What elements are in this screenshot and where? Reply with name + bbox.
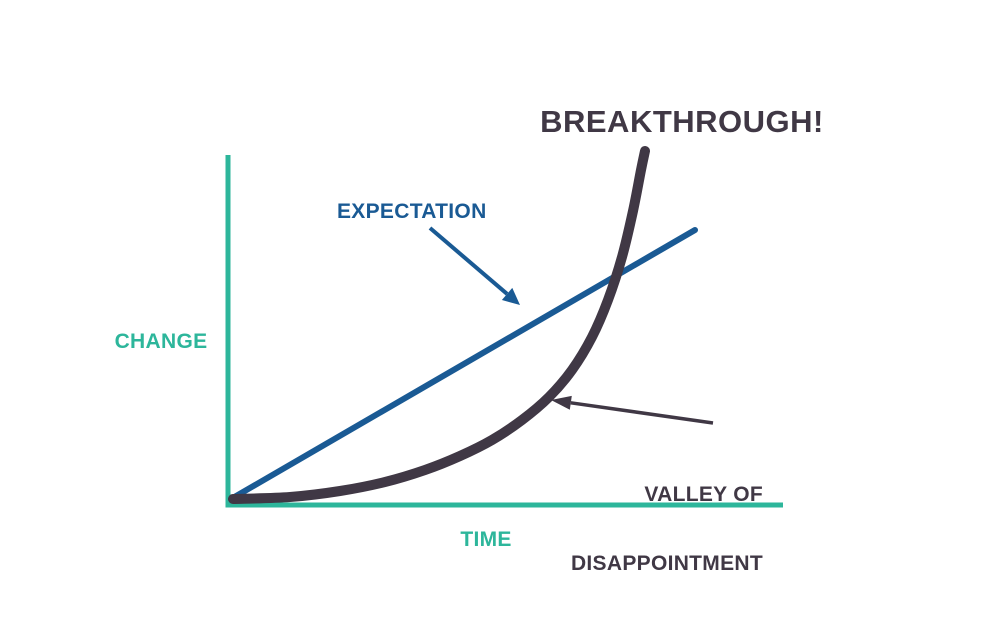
valley-arrow-shaft	[570, 401, 714, 425]
expectation-arrow-head	[501, 287, 520, 305]
y-axis-label: CHANGE	[114, 330, 208, 353]
breakthrough-annotation: BREAKTHROUGH!	[540, 104, 824, 139]
valley-annotation-line1: VALLEY OF	[644, 483, 763, 506]
expectation-arrow-shaft	[428, 226, 509, 296]
valley-arrow-head	[551, 395, 572, 410]
x-axis-label: TIME	[460, 528, 512, 551]
reality-curve	[228, 146, 650, 504]
expectation-annotation: EXPECTATION	[337, 200, 487, 223]
valley-annotation: VALLEY OF DISAPPOINTMENT	[571, 437, 763, 621]
valley-annotation-line2: DISAPPOINTMENT	[570, 552, 763, 575]
axes-lines	[225, 155, 783, 508]
